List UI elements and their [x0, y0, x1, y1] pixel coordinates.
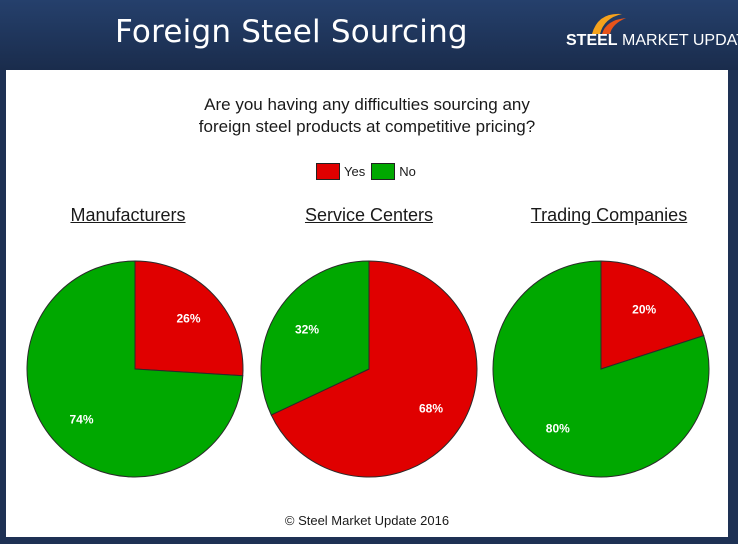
question-line-2: foreign steel products at competitive pr… — [198, 117, 536, 136]
pie-title-manufacturers: Manufacturers — [70, 205, 186, 225]
chart-panel: Are you having any difficulties sourcing… — [6, 70, 728, 537]
pie-slice-no-3 — [492, 260, 710, 478]
chart-legend: Yes No — [316, 161, 422, 181]
pie-title-service-centers: Service Centers — [304, 205, 434, 225]
logo-text: STEEL MARKET UPDATE — [566, 32, 738, 50]
legend-label-yes: Yes — [344, 163, 366, 179]
logo-swoosh-icon — [592, 13, 626, 34]
page-title: Foreign Steel Sourcing — [115, 14, 468, 50]
pie-label-no-1: 74% — [69, 412, 93, 426]
pie-label-yes-2: 68% — [419, 401, 443, 415]
pie-slice-yes-2 — [270, 260, 478, 478]
pie-slice-yes-3 — [600, 260, 705, 370]
pie-label-yes-1: 26% — [176, 312, 200, 326]
pie-title-trading-companies: Trading Companies — [530, 205, 688, 225]
legend-item-yes: Yes — [316, 162, 366, 180]
pie-label-no-2: 32% — [295, 323, 319, 337]
pie-charts: 26% 74% 68% 32% 20% 80% — [26, 260, 710, 478]
legend-swatch-yes — [316, 162, 340, 180]
pie-slice-no-2 — [260, 260, 370, 416]
legend-swatch-no — [371, 162, 396, 180]
copyright-footer: © Steel Market Update 2016 — [284, 513, 450, 528]
chart-question: Are you having any difficulties sourcing… — [6, 94, 728, 138]
question-line-1: Are you having any difficulties sourcing… — [204, 95, 530, 114]
logo-rest: MARKET UPDATE — [622, 32, 738, 49]
legend-label-no: No — [399, 163, 416, 179]
pie-label-no-3: 80% — [546, 421, 570, 435]
pie-slice-no-1 — [26, 260, 244, 478]
steel-market-update-logo: STEEL MARKET UPDATE — [566, 10, 738, 56]
pie-label-yes-3: 20% — [632, 303, 656, 317]
legend-item-no: No — [371, 162, 416, 180]
header-bar: Foreign Steel Sourcing STEEL MARKET UPDA… — [0, 0, 738, 70]
logo-brand: STEEL — [566, 32, 618, 49]
pie-slice-yes-1 — [134, 260, 244, 377]
